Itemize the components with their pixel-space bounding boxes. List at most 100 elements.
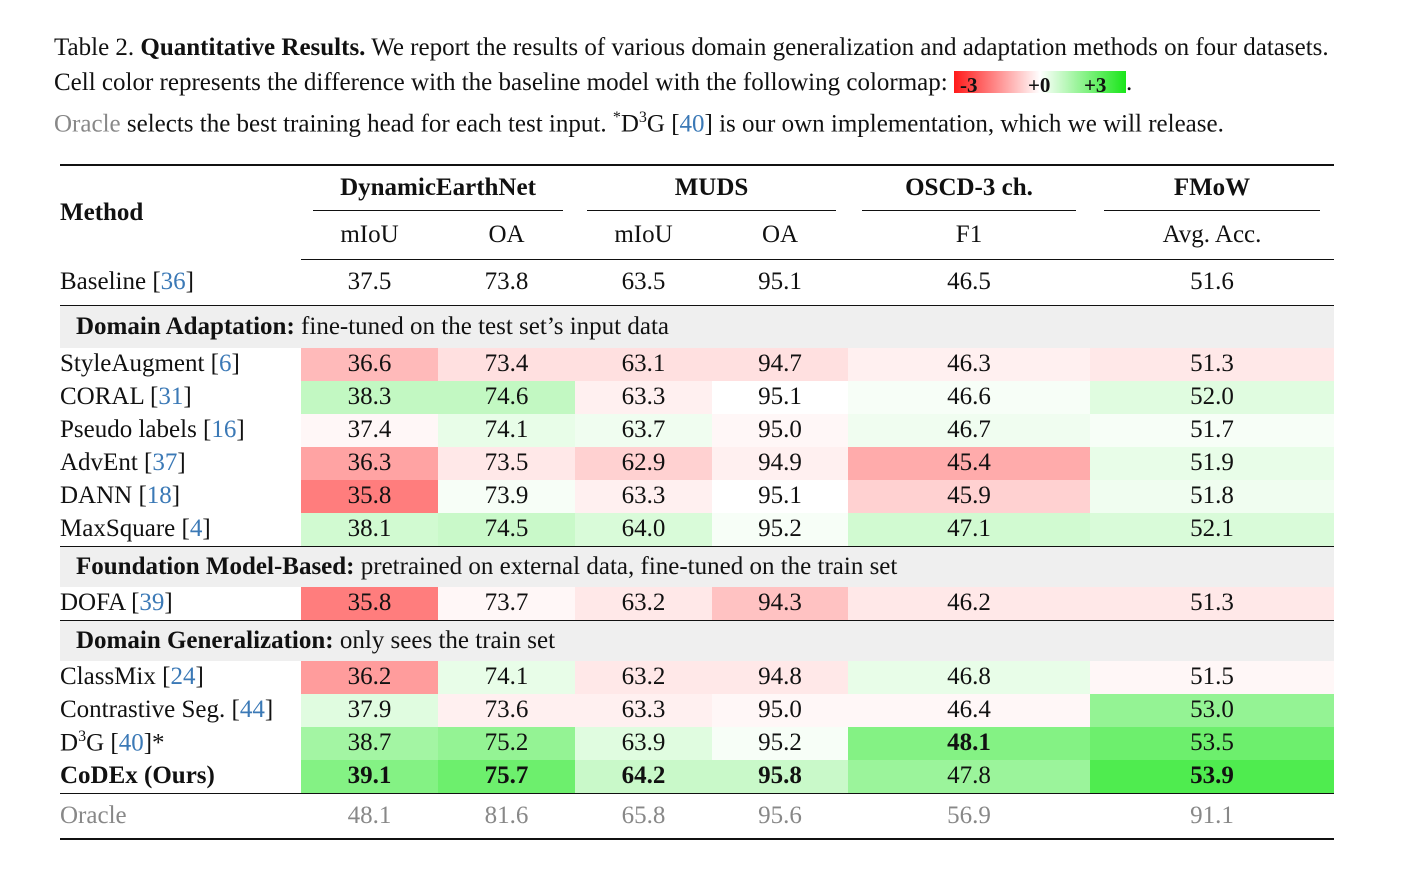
value-cell: 75.7 [438,759,575,794]
citation-link[interactable]: 31 [158,383,184,410]
value-cell: 63.7 [575,413,712,447]
method-name: CoDEx (Ours) [60,762,215,789]
group-title: Domain Adaptation: [76,312,295,340]
table-row: StyleAugment [6] 36.6 73.4 63.1 94.7 46.3 51.3 [60,347,1334,381]
method-cell: StyleAugment [6] [60,348,301,381]
method-name: Baseline [ [60,267,161,295]
value-cell: 46.5 [848,259,1090,306]
caption-label: Table 2. [54,34,135,61]
value-cell: 95.2 [712,726,848,760]
value-cell: 46.4 [848,693,1090,727]
value-cell: 62.9 [575,446,712,480]
dataset-label: MUDS [674,174,749,201]
method-cell: AdvEnt [37] [60,447,301,480]
table-row: AdvEnt [37] 36.3 73.5 62.9 94.9 45.4 51.9 [60,446,1334,480]
table-row: CoDEx (Ours) 39.1 75.7 64.2 95.8 47.8 53.9 [60,759,1334,794]
value-cell: 64.2 [575,759,712,794]
citation-link[interactable]: 24 [170,663,196,690]
value-cell: 73.7 [438,586,575,620]
value-cell: 39.1 [301,759,438,794]
value-cell: 73.4 [438,347,575,381]
caption-oracle-word: Oracle [54,110,121,138]
value-cell: 46.7 [848,413,1090,447]
value-cell: 94.3 [712,586,848,620]
table-row: Contrastive Seg. [44] 37.9 73.6 63.3 95.0 46.… [60,693,1334,727]
group-desc: fine-tuned on the test set’s input data [294,312,670,340]
caption-text-4: ] is our own implementation, which we wi… [704,110,1224,138]
citation-link[interactable]: 4 [189,515,203,542]
value-cell: 73.8 [438,259,575,306]
method-sup: 3 [78,728,87,746]
value-cell: 64.0 [575,512,712,546]
value-cell: 48.1 [848,726,1090,760]
value-cell: 36.2 [301,660,438,694]
citation-link[interactable]: 18 [146,482,172,509]
value-cell: 35.8 [301,479,438,513]
method-name: DOFA [ [60,589,140,616]
method-cell: DANN [18] [60,480,301,513]
dataset-label: OSCD-3 ch. [905,174,1033,201]
value-cell: 51.8 [1090,479,1334,513]
colormap-max-label: +3 [1083,73,1107,97]
method-cell: D3G [40]* [60,727,301,760]
method-cell: Baseline [36] [60,259,301,306]
group-desc: pretrained on external data, fine-tuned … [354,552,898,580]
value-cell: 63.3 [575,380,712,414]
method-bracket: ] [264,696,274,723]
value-cell: 74.1 [438,660,575,694]
value-cell: 95.8 [712,759,848,794]
value-cell: 73.5 [438,446,575,480]
caption-text-2: . [1125,69,1133,96]
caption-d3g-d: D [620,110,639,138]
citation-link[interactable]: 36 [160,267,186,295]
citation-link[interactable]: 6 [219,350,232,377]
method-cell: DOFA [39] [60,587,301,621]
value-cell: 53.5 [1090,726,1334,760]
method-bracket: ] [202,515,211,542]
group-title: Foundation Model-Based: [76,552,355,580]
value-cell: 35.8 [301,586,438,620]
citation-link[interactable]: 44 [239,696,265,723]
citation-link[interactable]: 16 [211,416,237,443]
metric-header: F1 [848,211,1090,260]
method-name: StyleAugment [ [60,350,220,377]
value-cell: 94.9 [712,446,848,480]
value-cell: 48.1 [301,793,438,840]
value-cell: 81.6 [438,793,575,840]
value-cell: 65.8 [575,793,712,840]
caption-ref-link[interactable]: 40 [679,110,705,138]
method-bracket: ] [195,663,204,690]
value-cell: 63.2 [575,660,712,694]
caption-title: Quantitative Results. [140,34,366,61]
caption-d3g-g: G [ [646,110,680,138]
citation-link[interactable]: 40 [118,729,144,757]
table-row: D3G [40]* 38.7 75.2 63.9 95.2 48.1 53.5 [60,726,1334,760]
value-cell: 63.2 [575,586,712,620]
value-cell: 45.9 [848,479,1090,513]
group-title: Domain Generalization: [76,626,334,654]
value-cell: 63.9 [575,726,712,760]
group-header-row: Domain Generalization: only sees the tra… [60,619,1334,661]
method-name: CORAL [ [60,383,159,410]
value-cell: 46.6 [848,380,1090,414]
value-cell: 37.5 [301,259,438,306]
group-header: Domain Generalization: only sees the tra… [60,619,1334,661]
citation-link[interactable]: 37 [152,449,178,476]
method-name: DANN [ [60,482,147,509]
value-cell: 94.7 [712,347,848,381]
citation-link[interactable]: 39 [139,589,165,616]
value-cell: 63.1 [575,347,712,381]
value-cell: 95.1 [712,479,848,513]
value-cell: 51.5 [1090,660,1334,694]
value-cell: 74.6 [438,380,575,414]
value-cell: 51.6 [1090,259,1334,306]
table-body: Baseline [36] 37.5 73.8 63.5 95.1 46.5 5… [60,259,1334,840]
value-cell: 63.3 [575,479,712,513]
value-cell: 38.1 [301,512,438,546]
method-cell: Oracle [60,793,301,840]
table-row: CORAL [31] 38.3 74.6 63.3 95.1 46.6 52.0 [60,380,1334,414]
group-header: Foundation Model-Based: pretrained on ex… [60,545,1334,587]
value-cell: 63.3 [575,693,712,727]
method-cell: CORAL [31] [60,381,301,414]
group-desc: only sees the train set [333,626,556,654]
